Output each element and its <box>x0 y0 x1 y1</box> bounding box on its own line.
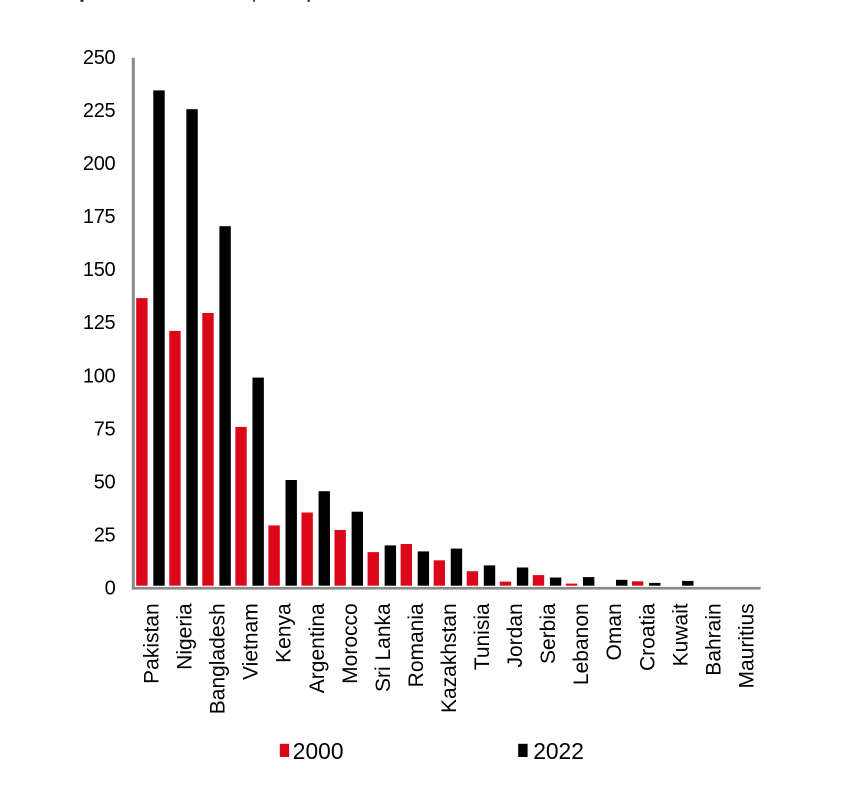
svg-text:100: 100 <box>83 365 116 387</box>
svg-text:Kenya: Kenya <box>273 603 296 663</box>
svg-text:Bahrain: Bahrain <box>702 603 725 675</box>
svg-text:Vietnam: Vietnam <box>240 603 263 680</box>
svg-text:Bangladesh: Bangladesh <box>207 603 230 714</box>
svg-text:Romania: Romania <box>405 603 428 687</box>
svg-text:225: 225 <box>83 100 116 122</box>
svg-text:Lebanon: Lebanon <box>570 603 593 685</box>
svg-text:Kazakhstan: Kazakhstan <box>438 603 461 713</box>
svg-text:Nigeria: Nigeria <box>174 603 197 670</box>
svg-text:250: 250 <box>83 47 116 69</box>
svg-text:2022: 2022 <box>533 738 584 764</box>
svg-text:Pakistan: Pakistan <box>141 603 164 684</box>
svg-text:Morocco: Morocco <box>339 603 362 684</box>
svg-text:Croatia: Croatia <box>636 603 659 671</box>
svg-text:25: 25 <box>94 524 116 546</box>
svg-text:Argentina: Argentina <box>306 603 329 693</box>
svg-text:Kuwait: Kuwait <box>669 603 692 666</box>
svg-text:125: 125 <box>83 312 116 334</box>
svg-text:Serbia: Serbia <box>537 603 560 664</box>
svg-text:200: 200 <box>83 153 116 175</box>
svg-text:Oman: Oman <box>603 603 626 660</box>
svg-text:Mauritius: Mauritius <box>735 603 758 688</box>
svg-text:50: 50 <box>94 471 116 493</box>
svg-text:Jordan: Jordan <box>504 603 527 667</box>
svg-text:0: 0 <box>105 578 116 600</box>
svg-text:Sri Lanka: Sri Lanka <box>372 603 395 692</box>
svg-text:2000: 2000 <box>293 738 344 764</box>
svg-text:150: 150 <box>83 259 116 281</box>
svg-text:75: 75 <box>94 418 116 440</box>
svg-text:Tunisia: Tunisia <box>471 603 494 670</box>
svg-text:175: 175 <box>83 206 116 228</box>
